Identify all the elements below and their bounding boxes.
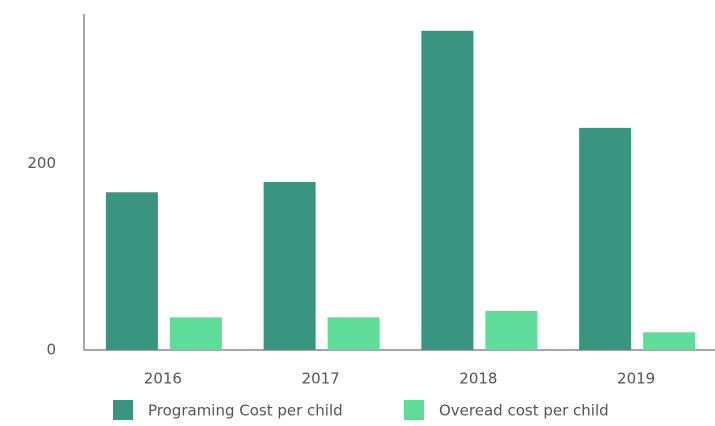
- bar: [421, 30, 474, 351]
- bar: [327, 317, 380, 350]
- legend-label: Programing Cost per child: [148, 402, 343, 420]
- y-tick-label: 200: [27, 154, 56, 172]
- bar: [643, 332, 696, 350]
- bar: [105, 192, 158, 350]
- legend-label: Overead cost per child: [439, 402, 609, 420]
- legend-swatch: [404, 400, 424, 420]
- legend-swatch: [113, 400, 133, 420]
- x-tick-label: 2019: [617, 370, 655, 388]
- bar: [263, 182, 316, 350]
- bar: [169, 317, 222, 350]
- bar: [485, 310, 538, 350]
- x-tick-label: 2016: [144, 370, 182, 388]
- x-tick-label: 2017: [302, 370, 340, 388]
- y-tick-label: 0: [46, 341, 56, 359]
- bar: [579, 127, 632, 350]
- x-tick-label: 2018: [459, 370, 497, 388]
